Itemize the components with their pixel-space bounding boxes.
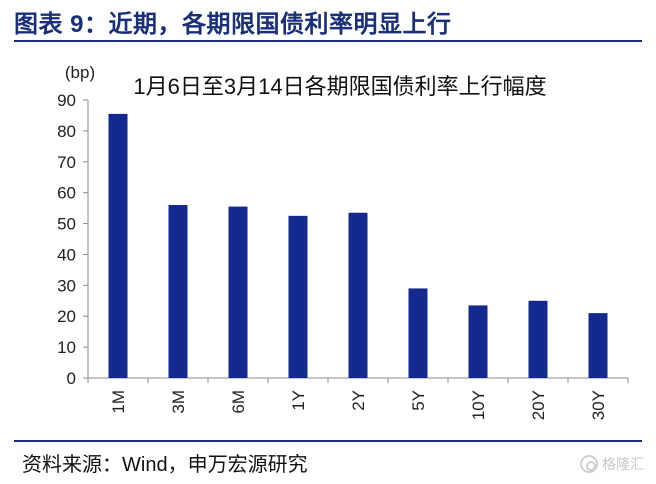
chart-bars [109, 114, 608, 378]
x-tick-label: 5Y [409, 390, 428, 411]
y-tick-label: 30 [57, 276, 76, 295]
x-tick-label: 10Y [469, 390, 488, 420]
footer-divider [14, 440, 642, 442]
x-tick-labels: 1M 3M 6M 1Y 2Y 5Y 10Y 20Y 30Y [109, 390, 608, 420]
bar-chart: 1月6日至3月14日各期限国债利率上行幅度 (bp) 1M3M6M1Y2Y5Y1… [0, 48, 656, 438]
bar-10y [469, 305, 488, 378]
x-tick-label: 30Y [589, 390, 608, 420]
watermark-text: 格隆汇 [602, 454, 644, 474]
x-tick-label: 1M [109, 390, 128, 414]
chart-canvas: 1月6日至3月14日各期限国债利率上行幅度 (bp) 1M3M6M1Y2Y5Y1… [0, 48, 656, 438]
x-tick-label: 2Y [349, 390, 368, 411]
x-tick-label: 20Y [529, 390, 548, 420]
header-divider [14, 40, 642, 42]
watermark: 格隆汇 [580, 454, 644, 474]
y-tick-label: 90 [57, 91, 76, 110]
y-tick-label: 60 [57, 184, 76, 203]
bar-30y [589, 313, 608, 378]
bar-20y [529, 301, 548, 378]
bar-1m [109, 114, 128, 378]
y-tick-label: 70 [57, 153, 76, 172]
x-tick-label: 6M [229, 390, 248, 414]
source-note: 资料来源：Wind，申万宏源研究 [22, 448, 308, 477]
x-tick-label: 3M [169, 390, 188, 414]
y-axis-unit: (bp) [65, 63, 95, 82]
y-tick-labels: 0 10 20 30 40 50 60 70 80 90 [57, 91, 76, 388]
y-tick-label: 20 [57, 307, 76, 326]
x-tick-label: 1Y [289, 390, 308, 411]
bar-6m [229, 207, 248, 378]
watermark-logo-icon [580, 455, 598, 473]
bar-5y [409, 288, 428, 378]
bar-1y [289, 216, 308, 378]
y-tick-label: 40 [57, 245, 76, 264]
chart-title: 1月6日至3月14日各期限国债利率上行幅度 [133, 74, 546, 99]
bar-3m [169, 205, 188, 378]
y-tick-label: 50 [57, 215, 76, 234]
y-tick-label: 10 [57, 338, 76, 357]
y-tick-label: 80 [57, 122, 76, 141]
page-title: 图表 9：近期，各期限国债利率明显上行 [14, 4, 452, 39]
y-tick-label: 0 [67, 369, 76, 388]
bar-2y [349, 213, 368, 378]
